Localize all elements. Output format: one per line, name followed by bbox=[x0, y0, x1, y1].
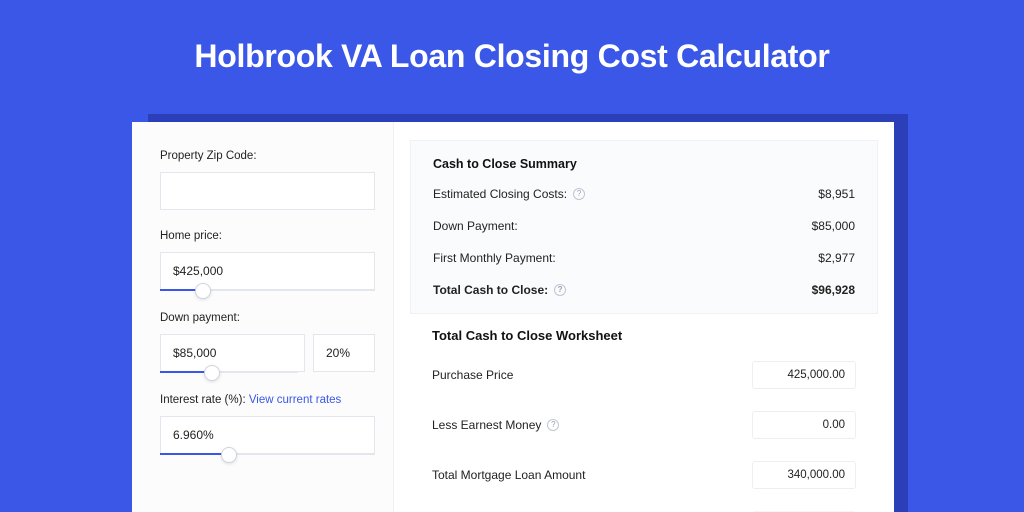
summary-heading: Cash to Close Summary bbox=[433, 157, 855, 171]
slider-track bbox=[160, 289, 375, 291]
help-icon[interactable]: ? bbox=[547, 419, 559, 431]
worksheet-row: Less Earnest Money ? 0.00 bbox=[410, 411, 878, 461]
slider-track bbox=[160, 453, 375, 455]
down-payment-slider[interactable] bbox=[160, 372, 298, 374]
worksheet-value[interactable]: 425,000.00 bbox=[752, 361, 856, 389]
summary-label: Estimated Closing Costs: bbox=[433, 187, 567, 201]
worksheet-heading: Total Cash to Close Worksheet bbox=[410, 328, 878, 361]
summary-section: Cash to Close Summary Estimated Closing … bbox=[410, 140, 878, 314]
results-panel: Cash to Close Summary Estimated Closing … bbox=[394, 122, 894, 512]
home-price-input[interactable] bbox=[160, 252, 375, 290]
summary-row-total: Total Cash to Close: ? $96,928 bbox=[433, 283, 855, 297]
zip-label: Property Zip Code: bbox=[160, 150, 375, 162]
down-payment-field: Down payment: bbox=[160, 312, 375, 374]
summary-row: Down Payment: $85,000 bbox=[433, 219, 855, 233]
slider-thumb[interactable] bbox=[221, 447, 237, 463]
view-rates-link[interactable]: View current rates bbox=[249, 394, 341, 406]
summary-value: $8,951 bbox=[818, 187, 855, 201]
interest-rate-slider[interactable] bbox=[160, 454, 375, 456]
slider-thumb[interactable] bbox=[195, 283, 211, 299]
help-icon[interactable]: ? bbox=[554, 284, 566, 296]
slider-track bbox=[160, 371, 298, 373]
calculator-card: Property Zip Code: Home price: Down paym… bbox=[132, 122, 894, 512]
interest-rate-input[interactable] bbox=[160, 416, 375, 454]
summary-label: First Monthly Payment: bbox=[433, 251, 556, 265]
zip-field: Property Zip Code: bbox=[160, 150, 375, 210]
zip-input[interactable] bbox=[160, 172, 375, 210]
inputs-panel: Property Zip Code: Home price: Down paym… bbox=[132, 122, 394, 512]
interest-rate-label-text: Interest rate (%): bbox=[160, 394, 249, 406]
down-payment-input[interactable] bbox=[160, 334, 305, 372]
worksheet-label: Purchase Price bbox=[432, 368, 513, 382]
worksheet-section: Total Cash to Close Worksheet Purchase P… bbox=[394, 328, 894, 512]
home-price-field: Home price: bbox=[160, 230, 375, 292]
slider-thumb[interactable] bbox=[204, 365, 220, 381]
summary-label: Down Payment: bbox=[433, 219, 518, 233]
worksheet-row: Purchase Price 425,000.00 bbox=[410, 361, 878, 411]
summary-row: First Monthly Payment: $2,977 bbox=[433, 251, 855, 265]
summary-row: Estimated Closing Costs: ? $8,951 bbox=[433, 187, 855, 201]
worksheet-label: Total Mortgage Loan Amount bbox=[432, 468, 585, 482]
worksheet-value[interactable]: 0.00 bbox=[752, 411, 856, 439]
page-title: Holbrook VA Loan Closing Cost Calculator bbox=[0, 0, 1024, 99]
worksheet-value[interactable]: 340,000.00 bbox=[752, 461, 856, 489]
summary-label: Total Cash to Close: bbox=[433, 283, 548, 297]
worksheet-row: Total Mortgage Loan Amount 340,000.00 bbox=[410, 461, 878, 511]
summary-value: $96,928 bbox=[812, 283, 855, 297]
summary-value: $2,977 bbox=[818, 251, 855, 265]
summary-value: $85,000 bbox=[812, 219, 855, 233]
help-icon[interactable]: ? bbox=[573, 188, 585, 200]
home-price-label: Home price: bbox=[160, 230, 375, 242]
interest-rate-label: Interest rate (%): View current rates bbox=[160, 394, 375, 406]
home-price-slider[interactable] bbox=[160, 290, 375, 292]
worksheet-label: Less Earnest Money bbox=[432, 418, 541, 432]
slider-fill bbox=[160, 453, 229, 455]
down-payment-label: Down payment: bbox=[160, 312, 375, 324]
down-payment-pct-input[interactable] bbox=[313, 334, 375, 372]
interest-rate-field: Interest rate (%): View current rates bbox=[160, 394, 375, 456]
